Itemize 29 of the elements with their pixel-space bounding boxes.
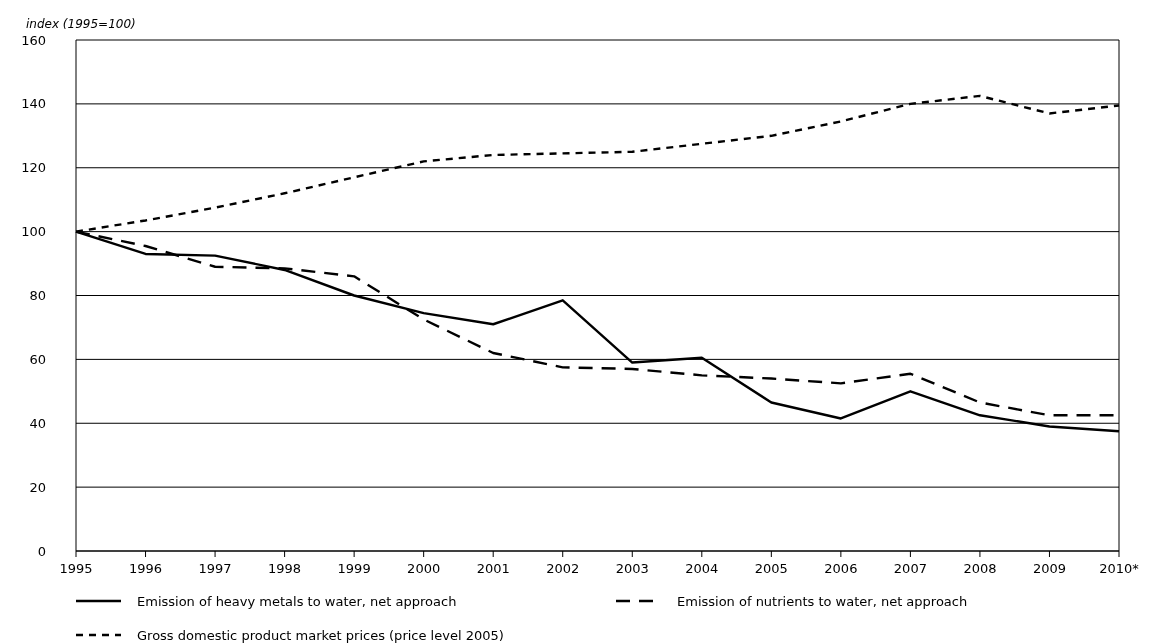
x-tick-label: 2006: [824, 561, 858, 576]
x-tick-label: 1995: [59, 561, 93, 576]
y-axis-title: index (1995=100): [26, 17, 136, 31]
x-tick-label: 1999: [337, 561, 371, 576]
y-tick-label: 120: [21, 160, 46, 176]
y-tick-label: 0: [37, 543, 46, 559]
x-tick-label: 2008: [963, 561, 997, 576]
x-tick-label: 2007: [893, 561, 927, 576]
x-tick-label: 2004: [685, 561, 719, 576]
y-tick-label: 40: [29, 415, 46, 431]
y-tick-label: 160: [21, 32, 46, 48]
y-tick-label: 100: [21, 224, 46, 240]
x-tick-label: 2009: [1032, 561, 1067, 576]
x-tick-label: 2002: [546, 561, 580, 576]
y-tick-label: 20: [29, 479, 46, 495]
x-tick-label: 1997: [198, 561, 232, 576]
x-tick-label: 2003: [615, 561, 649, 576]
y-tick-label: 80: [29, 288, 46, 304]
x-tick-label: 2010*: [1099, 561, 1140, 576]
legend-label: Gross domestic product market prices (price level 2005): [137, 627, 504, 643]
x-tick-label: 1998: [268, 561, 302, 576]
y-tick-label: 140: [21, 96, 46, 112]
y-tick-label: 60: [29, 351, 46, 367]
x-tick-label: 2005: [754, 561, 788, 576]
x-tick-label: 1996: [128, 561, 163, 576]
x-tick-label: 2000: [407, 561, 441, 576]
legend-label: Emission of heavy metals to water, net approach: [137, 593, 457, 609]
x-tick-label: 2001: [476, 561, 510, 576]
legend-label: Emission of nutrients to water, net approach: [677, 593, 968, 609]
